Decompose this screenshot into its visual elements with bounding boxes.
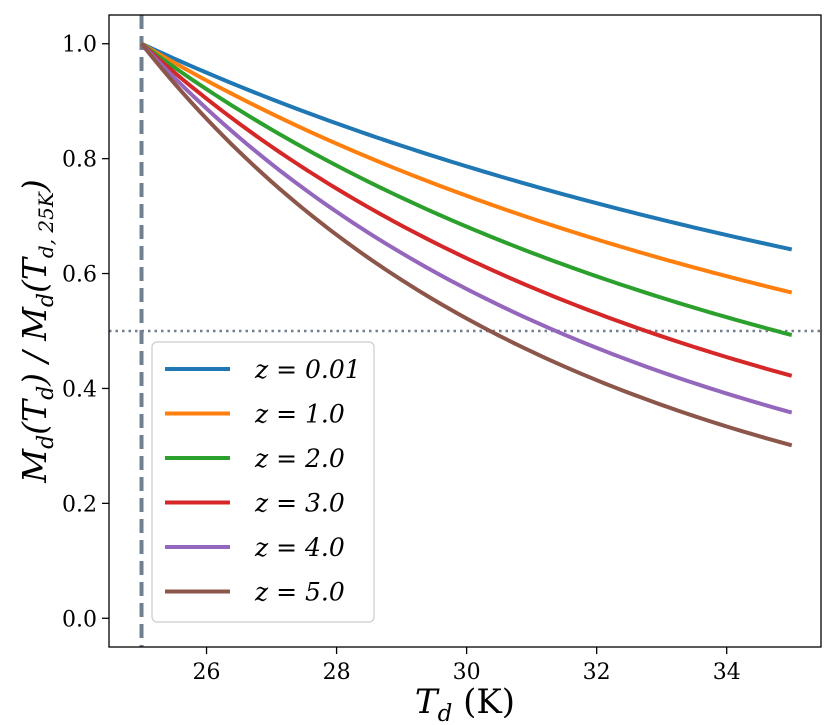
x-tick-label: 34 bbox=[713, 660, 741, 685]
series-line-1 bbox=[140, 42, 793, 295]
y-axis-label: Md(Td) / Md(Td, 25K) bbox=[15, 179, 59, 483]
y-axis-label-p7: d, 25K bbox=[34, 191, 58, 258]
y-tick-label: 0.6 bbox=[62, 263, 97, 288]
y-tick-label: 0.8 bbox=[62, 148, 97, 173]
y-axis-label-p5: d bbox=[34, 293, 59, 307]
x-axis-label-unit: (K) bbox=[452, 682, 515, 722]
legend-label-4: z = 4.0 bbox=[254, 533, 345, 562]
y-axis: 0.0 0.2 0.4 0.6 0.8 1.0 bbox=[62, 33, 109, 632]
legend-label-5: z = 5.0 bbox=[254, 578, 345, 607]
series-line-3 bbox=[140, 42, 793, 378]
x-tick-label: 30 bbox=[453, 660, 481, 685]
y-axis-label-group: Md(Td) / Md(Td, 25K) bbox=[15, 179, 59, 483]
series-line-5 bbox=[139, 42, 793, 448]
x-tick-label: 26 bbox=[193, 660, 221, 685]
y-axis-label-p2: (T bbox=[15, 397, 54, 435]
y-axis-label-p8: ) bbox=[15, 179, 54, 193]
y-axis-label-p3: d bbox=[34, 386, 59, 400]
legend-label-3: z = 3.0 bbox=[254, 489, 345, 518]
y-axis-label-p0: M bbox=[15, 448, 54, 484]
legend-label-2: z = 2.0 bbox=[254, 444, 345, 473]
y-axis-label-p6: (T bbox=[15, 255, 54, 293]
series-lines bbox=[139, 41, 793, 448]
plot-frame bbox=[108, 14, 822, 648]
x-tick-label: 28 bbox=[323, 660, 351, 685]
y-tick-label: 0.0 bbox=[62, 607, 97, 632]
x-axis-label: Td (K) bbox=[415, 682, 515, 725]
y-tick-label: 0.2 bbox=[62, 492, 97, 517]
y-tick-label: 0.4 bbox=[62, 377, 97, 402]
y-axis-label-p4: ) / M bbox=[15, 306, 54, 387]
x-axis-label-sub: d bbox=[438, 701, 453, 725]
legend-label-0: z = 0.01 bbox=[254, 355, 361, 384]
x-axis: 26 28 30 32 34 bbox=[193, 647, 741, 685]
reference-lines bbox=[109, 15, 821, 647]
series-line-0 bbox=[140, 41, 793, 252]
legend: z = 0.01 z = 1.0 z = 2.0 z = 3.0 z = 4.0 z = … bbox=[151, 341, 375, 623]
legend-label-1: z = 1.0 bbox=[254, 400, 345, 429]
y-tick-label: 1.0 bbox=[62, 33, 97, 58]
x-axis-label-main: T bbox=[415, 682, 440, 722]
x-tick-label: 32 bbox=[583, 660, 611, 685]
series-line-4 bbox=[140, 42, 793, 415]
y-axis-label-p1: d bbox=[34, 435, 59, 449]
series-line-2 bbox=[140, 42, 793, 337]
